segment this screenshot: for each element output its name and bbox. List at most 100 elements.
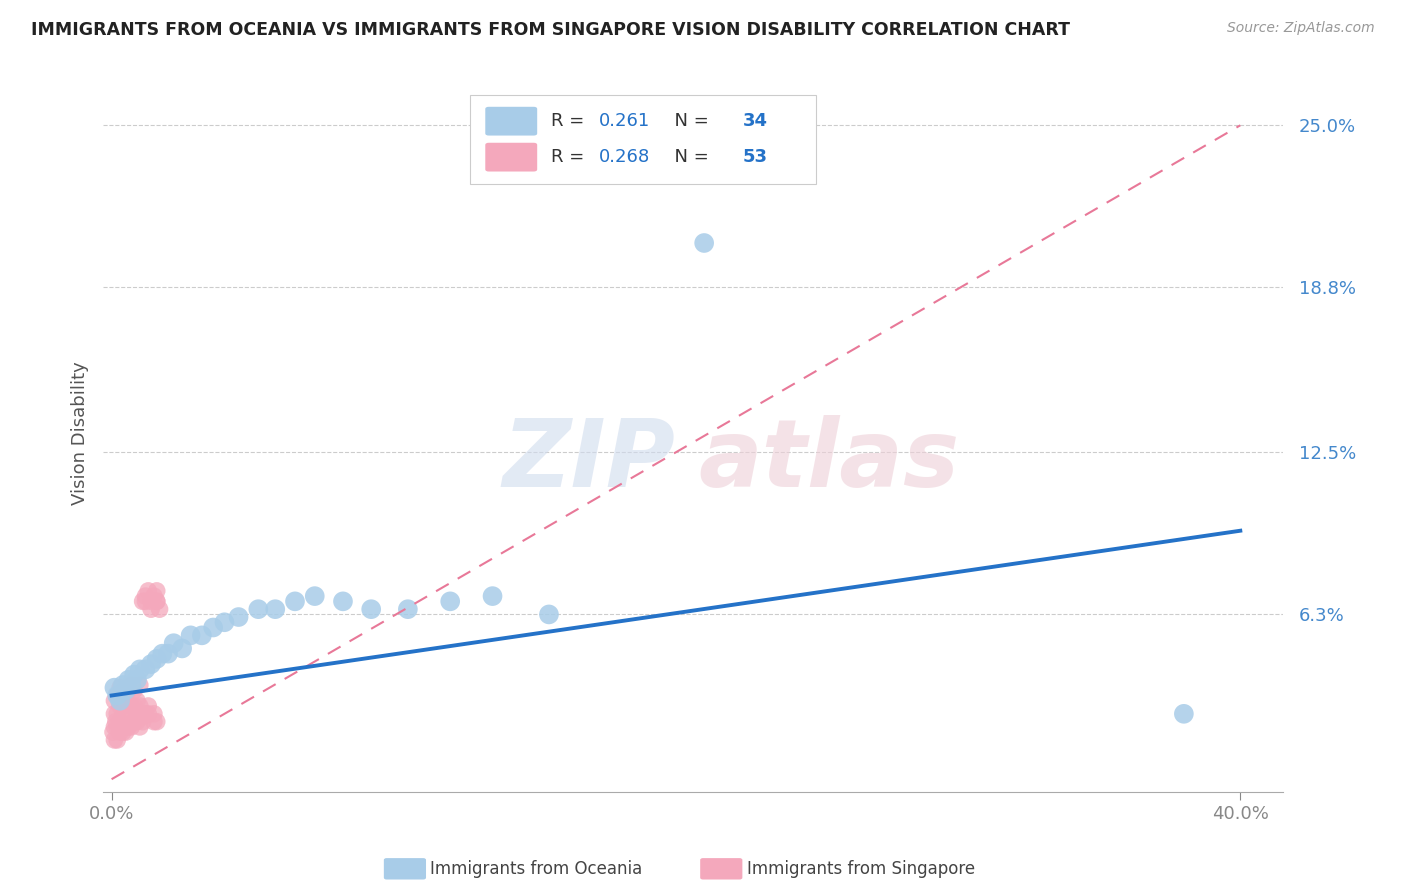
Text: 0.268: 0.268 [599,148,650,166]
Point [145,583,167,598]
Point [163,636,186,650]
FancyBboxPatch shape [485,107,537,136]
Point [117,704,139,718]
Point [136,583,159,598]
Point [172,641,194,656]
Point [128,720,150,734]
Point [117,673,139,687]
Point [304,589,326,603]
Point [145,652,167,666]
Point [142,714,165,729]
Point [439,594,461,608]
Point [134,706,156,721]
Point [537,607,560,622]
Point [108,725,131,739]
Point [122,667,145,681]
Point [128,698,150,713]
Point [284,594,307,608]
Point [114,689,136,703]
Point [105,689,128,703]
Point [247,602,270,616]
Text: Source: ZipAtlas.com: Source: ZipAtlas.com [1227,21,1375,36]
Point [142,706,165,721]
Point [145,714,167,729]
Text: Immigrants from Oceania: Immigrants from Oceania [430,860,643,878]
Point [103,733,125,747]
Point [114,683,136,698]
Point [131,709,153,723]
Point [191,628,214,642]
Point [145,594,167,608]
Y-axis label: Vision Disability: Vision Disability [72,360,89,505]
Point [103,706,125,721]
Point [103,694,125,708]
Point [131,594,153,608]
Point [117,720,139,734]
Point [481,589,503,603]
Point [142,589,165,603]
Point [103,681,125,695]
Point [396,602,419,616]
Point [264,602,287,616]
Point [104,714,127,729]
FancyBboxPatch shape [470,95,815,184]
Point [103,720,125,734]
Point [125,694,148,708]
Text: 53: 53 [742,148,768,166]
Point [120,720,142,734]
Point [117,683,139,698]
Point [111,725,134,739]
Point [105,689,128,703]
Point [360,602,382,616]
Point [139,657,162,672]
Text: R =: R = [551,112,591,130]
Point [128,678,150,692]
Point [134,589,156,603]
Text: Immigrants from Singapore: Immigrants from Singapore [747,860,974,878]
Point [157,647,180,661]
Point [101,725,124,739]
Text: atlas: atlas [699,416,960,508]
Point [1173,706,1195,721]
Point [108,698,131,713]
Point [114,706,136,721]
FancyBboxPatch shape [485,143,537,171]
Point [228,610,250,624]
Text: R =: R = [551,148,591,166]
Point [139,602,162,616]
Text: N =: N = [664,112,714,130]
Point [332,594,354,608]
Text: IMMIGRANTS FROM OCEANIA VS IMMIGRANTS FROM SINGAPORE VISION DISABILITY CORRELATI: IMMIGRANTS FROM OCEANIA VS IMMIGRANTS FR… [31,21,1070,39]
Point [120,678,142,692]
Point [136,698,159,713]
Point [693,235,716,250]
Point [122,683,145,698]
Point [105,733,128,747]
Point [125,673,148,687]
Point [148,602,170,616]
Point [108,681,131,695]
Point [145,594,167,608]
Point [120,678,142,692]
Point [150,647,173,661]
Text: N =: N = [664,148,714,166]
Point [111,678,134,692]
Point [131,714,153,729]
Point [108,714,131,729]
Text: 0.261: 0.261 [599,112,650,130]
Point [105,720,128,734]
Point [180,628,202,642]
Point [134,594,156,608]
Point [111,709,134,723]
Point [122,714,145,729]
Point [202,620,225,634]
Point [136,706,159,721]
Point [139,594,162,608]
Point [214,615,236,630]
Text: ZIP: ZIP [502,416,675,508]
Point [128,662,150,676]
Point [122,698,145,713]
Point [105,706,128,721]
Point [120,698,142,713]
Point [111,694,134,708]
